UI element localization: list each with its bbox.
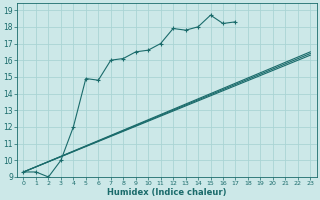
X-axis label: Humidex (Indice chaleur): Humidex (Indice chaleur) [107,188,227,197]
